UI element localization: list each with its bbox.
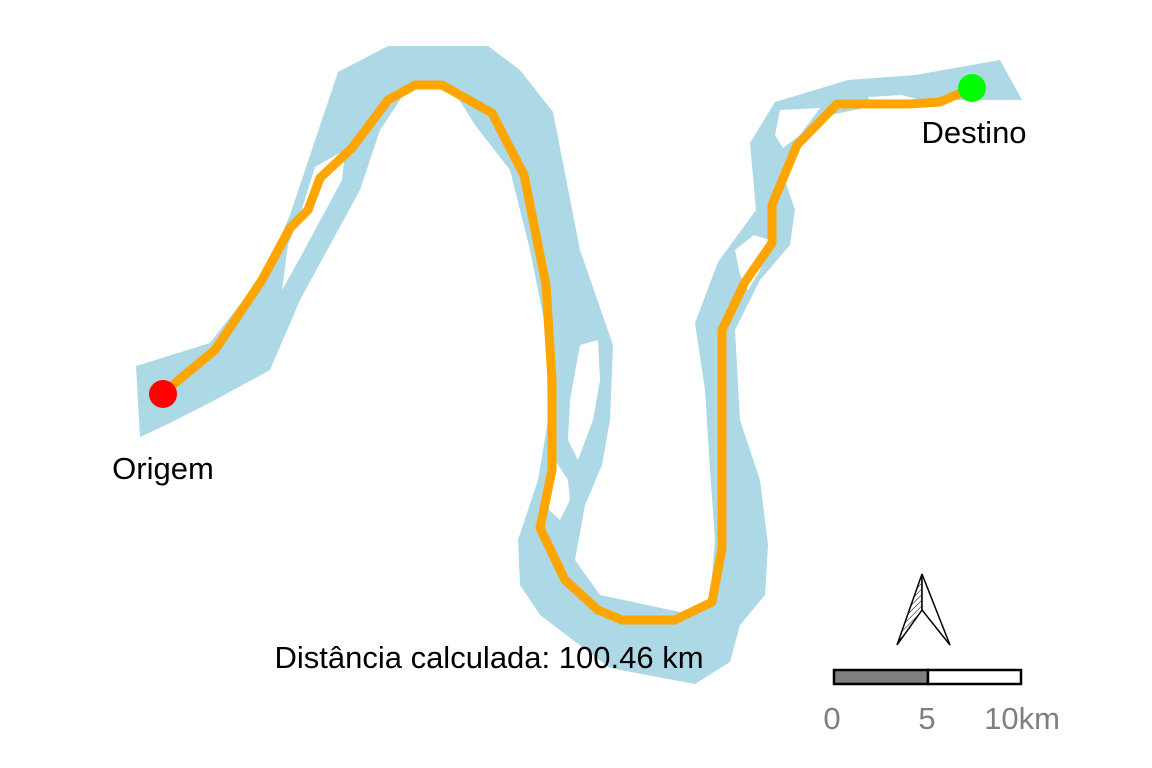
- destination-marker: [958, 74, 986, 102]
- distance-label: Distância calculada: 100.46 km: [274, 640, 703, 675]
- scale-bar-segment-dark: [832, 668, 930, 686]
- calculated-route-line: [158, 80, 977, 625]
- scale-bar: 0 5 10km: [823, 668, 1060, 736]
- destination-label: Destino: [921, 115, 1026, 150]
- north-arrow-icon: [896, 573, 951, 646]
- origin-label: Origem: [112, 451, 214, 486]
- origin-marker: [149, 380, 177, 408]
- scale-tick-10km: 10km: [984, 701, 1060, 736]
- scale-tick-0: 0: [823, 701, 840, 736]
- scale-bar-segment-light: [926, 668, 1023, 686]
- scale-tick-5: 5: [918, 701, 935, 736]
